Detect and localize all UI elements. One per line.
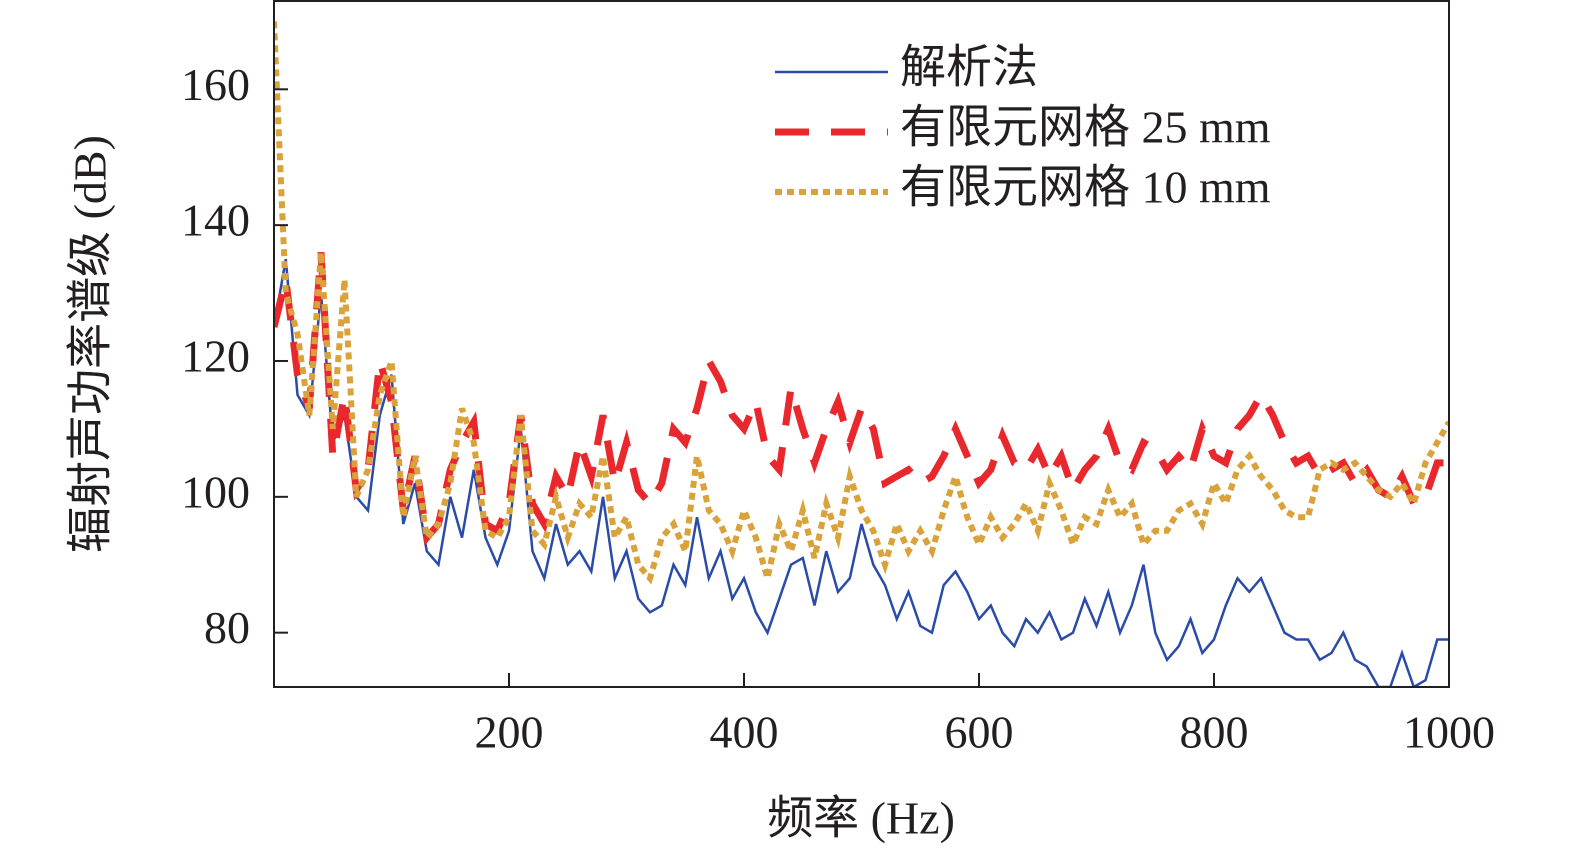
x-tick-label: 200 bbox=[475, 707, 544, 758]
y-tick-label: 100 bbox=[181, 466, 250, 517]
x-tick-label: 600 bbox=[945, 707, 1014, 758]
y-axis-label: 辐射声功率谱级 (dB) bbox=[65, 135, 116, 553]
plot-frame bbox=[273, 0, 1450, 688]
legend-text: 解析法 bbox=[900, 42, 1038, 93]
plot-lines bbox=[274, 21, 1449, 687]
legend-text: 有限元网格 25 mm bbox=[900, 102, 1271, 153]
y-tick-label: 140 bbox=[181, 195, 250, 246]
series-line bbox=[274, 21, 1449, 585]
y-tick-label: 80 bbox=[204, 602, 250, 653]
x-tick-label: 1000 bbox=[1403, 707, 1495, 758]
legend-text: 有限元网格 10 mm bbox=[900, 162, 1271, 213]
y-tick-label: 160 bbox=[181, 59, 250, 110]
x-tick-label: 800 bbox=[1180, 707, 1249, 758]
y-tick-label: 120 bbox=[181, 331, 250, 382]
series-line bbox=[274, 258, 1449, 687]
x-axis-label: 频率 (Hz) bbox=[767, 793, 955, 844]
x-tick-label: 400 bbox=[710, 707, 779, 758]
